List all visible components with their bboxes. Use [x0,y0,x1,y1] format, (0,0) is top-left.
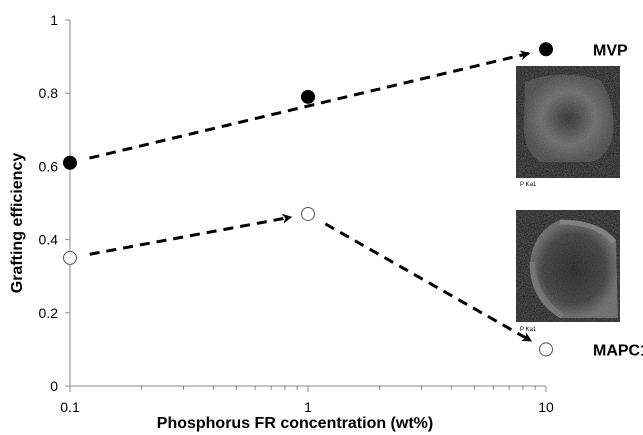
inset-image-mapc1: P Ka1 [516,210,620,333]
x-axis-title: Phosphorus FR concentration (wt%) [157,415,433,432]
y-tick-label: 0.6 [39,158,59,174]
point-mvp [63,155,77,170]
point-mvp [301,89,315,104]
x-tick-label: 0.1 [60,399,80,415]
inset-image-mvp: P Ka1 [516,66,620,188]
y-tick-label: 0 [50,378,58,394]
inset-caption-mapc1: P Ka1 [520,327,537,333]
series-label-mvp: MVP [593,42,628,59]
inset-caption-mvp: P Ka1 [520,182,537,188]
series-label-mapc1: MAPC1 [593,342,643,359]
point-mapc1 [539,342,553,357]
y-tick-label: 0.4 [39,232,59,248]
point-mvp [539,42,553,57]
y-axis-title: Grafting efficiency [9,153,26,294]
dashed-arrow-mapc1 [324,222,533,342]
y-tick-label: 1 [50,12,58,28]
x-tick-label: 10 [538,399,554,415]
point-mapc1 [63,250,77,265]
dashed-arrow-mvp [89,50,531,160]
point-mapc1 [301,206,315,221]
dashed-arrow-mapc1 [89,213,293,256]
x-tick-label: 1 [304,399,312,415]
y-tick-label: 0.8 [39,85,59,101]
axes: 0 0.2 0.4 0.6 0.8 1 0.1 1 10 Phosphorus FR concen… [9,12,554,432]
trend-arrows [89,50,533,342]
y-tick-label: 0.2 [39,305,59,321]
data-points [63,42,553,357]
series-labels: MVP MAPC1 [593,42,643,359]
